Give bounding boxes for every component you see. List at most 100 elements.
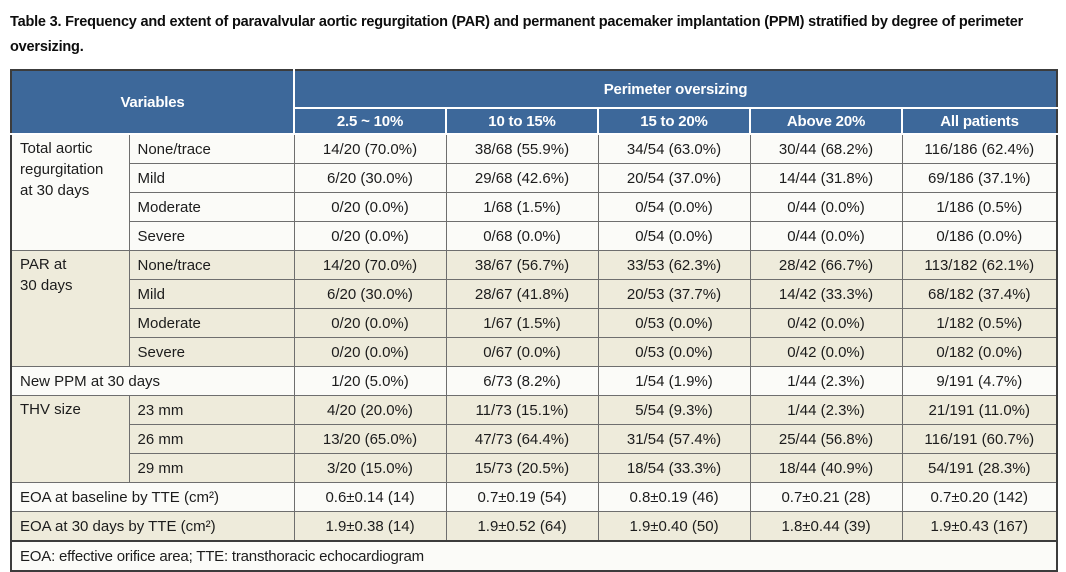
sub-label: Moderate	[128, 308, 295, 338]
sub-label: 23 mm	[128, 395, 295, 425]
group-label-thv-size: THV size	[10, 395, 130, 483]
header-col-15-to-20: 15 to 20%	[597, 107, 751, 135]
value-cell: 68/182 (37.4%)	[901, 279, 1058, 309]
row-label-new-ppm: New PPM at 30 days	[10, 366, 295, 396]
value-cell: 1/68 (1.5%)	[445, 192, 599, 222]
value-cell: 0/42 (0.0%)	[749, 337, 903, 367]
table-row: EOA at baseline by TTE (cm²) 0.6±0.14 (1…	[10, 482, 1058, 512]
par-ppm-table: Variables Perimeter oversizing 2.5 ~ 10%…	[10, 69, 1059, 572]
table-row: Total aortic regurgitation at 30 days No…	[10, 133, 1058, 251]
value-cell: 1.9±0.52 (64)	[445, 511, 599, 542]
value-cell: 20/54 (37.0%)	[597, 163, 751, 193]
value-cell: 14/20 (70.0%)	[293, 133, 447, 164]
value-cell: 31/54 (57.4%)	[597, 424, 751, 454]
value-cell: 6/20 (30.0%)	[293, 279, 447, 309]
sub-label: Severe	[128, 337, 295, 367]
sub-label: None/trace	[128, 133, 295, 164]
table-row: Severe 0/20 (0.0%) 0/67 (0.0%) 0/53 (0.0…	[11, 337, 1058, 367]
table-row: 26 mm 13/20 (65.0%) 47/73 (64.4%) 31/54 …	[11, 424, 1058, 454]
value-cell: 15/73 (20.5%)	[445, 453, 599, 483]
table-row: Mild 6/20 (30.0%) 29/68 (42.6%) 20/54 (3…	[11, 163, 1058, 193]
value-cell: 29/68 (42.6%)	[445, 163, 599, 193]
value-cell: 0/67 (0.0%)	[445, 337, 599, 367]
sub-label: Severe	[128, 221, 295, 251]
value-cell: 47/73 (64.4%)	[445, 424, 599, 454]
value-cell: 18/54 (33.3%)	[597, 453, 751, 483]
value-cell: 113/182 (62.1%)	[901, 250, 1058, 280]
sub-label: None/trace	[128, 250, 295, 280]
value-cell: 1.8±0.44 (39)	[749, 511, 903, 542]
value-cell: 30/44 (68.2%)	[749, 133, 903, 164]
sub-label: 26 mm	[128, 424, 295, 454]
group-label-total-ar: Total aortic regurgitation at 30 days	[10, 133, 130, 251]
row-label-eoa-baseline: EOA at baseline by TTE (cm²)	[10, 482, 295, 512]
value-cell: 0.8±0.19 (46)	[597, 482, 751, 512]
table-row: EOA at 30 days by TTE (cm²) 1.9±0.38 (14…	[10, 511, 1058, 542]
value-cell: 14/20 (70.0%)	[293, 250, 447, 280]
table-row: 29 mm 3/20 (15.0%) 15/73 (20.5%) 18/54 (…	[11, 453, 1058, 483]
value-cell: 1/67 (1.5%)	[445, 308, 599, 338]
value-cell: 34/54 (63.0%)	[597, 133, 751, 164]
value-cell: 6/73 (8.2%)	[445, 366, 599, 396]
value-cell: 1/44 (2.3%)	[749, 366, 903, 396]
value-cell: 0/53 (0.0%)	[597, 308, 751, 338]
value-cell: 14/44 (31.8%)	[749, 163, 903, 193]
table-row: Moderate 0/20 (0.0%) 1/67 (1.5%) 0/53 (0…	[11, 308, 1058, 338]
value-cell: 0/20 (0.0%)	[293, 221, 447, 251]
table-header: Variables Perimeter oversizing 2.5 ~ 10%…	[10, 69, 1059, 135]
header-col-above-20: Above 20%	[749, 107, 903, 135]
value-cell: 1/54 (1.9%)	[597, 366, 751, 396]
value-cell: 0.7±0.21 (28)	[749, 482, 903, 512]
value-cell: 0/68 (0.0%)	[445, 221, 599, 251]
value-cell: 0/20 (0.0%)	[293, 308, 447, 338]
value-cell: 9/191 (4.7%)	[901, 366, 1058, 396]
value-cell: 0.7±0.20 (142)	[901, 482, 1058, 512]
table-row: New PPM at 30 days 1/20 (5.0%) 6/73 (8.2…	[10, 366, 1058, 396]
value-cell: 4/20 (20.0%)	[293, 395, 447, 425]
value-cell: 116/186 (62.4%)	[901, 133, 1058, 164]
table-row: Severe 0/20 (0.0%) 0/68 (0.0%) 0/54 (0.0…	[11, 221, 1058, 251]
value-cell: 28/42 (66.7%)	[749, 250, 903, 280]
table-title: Table 3. Frequency and extent of paraval…	[10, 14, 1024, 55]
value-cell: 1.9±0.38 (14)	[293, 511, 447, 542]
table-row: Mild 6/20 (30.0%) 28/67 (41.8%) 20/53 (3…	[11, 279, 1058, 309]
value-cell: 28/67 (41.8%)	[445, 279, 599, 309]
value-cell: 0.7±0.19 (54)	[445, 482, 599, 512]
value-cell: 0/54 (0.0%)	[597, 192, 751, 222]
value-cell: 33/53 (62.3%)	[597, 250, 751, 280]
value-cell: 38/67 (56.7%)	[445, 250, 599, 280]
header-perimeter-oversizing: Perimeter oversizing	[292, 69, 1059, 109]
value-cell: 1/186 (0.5%)	[901, 192, 1058, 222]
value-cell: 20/53 (37.7%)	[597, 279, 751, 309]
table-body: Total aortic regurgitation at 30 days No…	[10, 133, 1058, 572]
value-cell: 5/54 (9.3%)	[597, 395, 751, 425]
value-cell: 11/73 (15.1%)	[445, 395, 599, 425]
header-row-columns: 2.5 ~ 10% 10 to 15% 15 to 20% Above 20% …	[11, 107, 1059, 135]
table-row: PAR at 30 days None/trace 14/20 (70.0%) …	[10, 250, 1058, 367]
value-cell: 1/44 (2.3%)	[749, 395, 903, 425]
value-cell: 54/191 (28.3%)	[901, 453, 1058, 483]
sub-label: Mild	[128, 279, 295, 309]
value-cell: 38/68 (55.9%)	[445, 133, 599, 164]
value-cell: 0/20 (0.0%)	[293, 337, 447, 367]
value-cell: 0/42 (0.0%)	[749, 308, 903, 338]
value-cell: 69/186 (37.1%)	[901, 163, 1058, 193]
header-col-all-patients: All patients	[900, 107, 1059, 135]
value-cell: 0/44 (0.0%)	[749, 221, 903, 251]
row-label-eoa-30-days: EOA at 30 days by TTE (cm²)	[10, 511, 295, 542]
group-label-par: PAR at 30 days	[10, 250, 130, 367]
value-cell: 0/53 (0.0%)	[597, 337, 751, 367]
sub-label: Moderate	[128, 192, 295, 222]
value-cell: 18/44 (40.9%)	[749, 453, 903, 483]
value-cell: 1.9±0.43 (167)	[901, 511, 1058, 542]
sub-label: Mild	[128, 163, 295, 193]
value-cell: 0.6±0.14 (14)	[293, 482, 447, 512]
value-cell: 21/191 (11.0%)	[901, 395, 1058, 425]
value-cell: 14/42 (33.3%)	[749, 279, 903, 309]
header-variables: Variables	[10, 69, 295, 135]
value-cell: 1/182 (0.5%)	[901, 308, 1058, 338]
value-cell: 6/20 (30.0%)	[293, 163, 447, 193]
header-col-10-to-15: 10 to 15%	[445, 107, 599, 135]
value-cell: 0/54 (0.0%)	[597, 221, 751, 251]
